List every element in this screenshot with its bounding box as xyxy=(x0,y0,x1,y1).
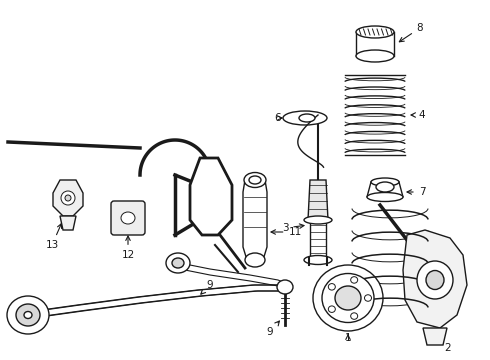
Polygon shape xyxy=(423,328,447,345)
Ellipse shape xyxy=(371,178,399,186)
Text: 8: 8 xyxy=(399,23,423,42)
Text: 11: 11 xyxy=(271,227,302,237)
Text: 1: 1 xyxy=(344,333,351,343)
Ellipse shape xyxy=(313,265,383,331)
Ellipse shape xyxy=(283,111,327,125)
Ellipse shape xyxy=(61,191,75,205)
Text: 3: 3 xyxy=(282,223,304,233)
Ellipse shape xyxy=(351,313,358,319)
Text: 10: 10 xyxy=(211,173,228,188)
Polygon shape xyxy=(53,180,83,216)
Ellipse shape xyxy=(244,172,266,188)
Text: 9: 9 xyxy=(267,321,279,337)
Polygon shape xyxy=(308,180,328,220)
Ellipse shape xyxy=(426,270,444,289)
Ellipse shape xyxy=(335,286,361,310)
Text: 4: 4 xyxy=(411,110,425,120)
Ellipse shape xyxy=(322,274,374,323)
Text: 9: 9 xyxy=(201,280,213,294)
Ellipse shape xyxy=(367,193,403,202)
Text: 6: 6 xyxy=(275,113,282,123)
Ellipse shape xyxy=(7,296,49,334)
Ellipse shape xyxy=(351,277,358,283)
Ellipse shape xyxy=(65,195,71,201)
Ellipse shape xyxy=(166,253,190,273)
Polygon shape xyxy=(243,180,267,260)
Ellipse shape xyxy=(304,216,332,224)
Ellipse shape xyxy=(16,304,40,326)
Ellipse shape xyxy=(121,212,135,224)
Text: 12: 12 xyxy=(122,236,135,260)
Text: 7: 7 xyxy=(407,187,425,197)
Ellipse shape xyxy=(365,295,371,301)
Polygon shape xyxy=(403,230,467,328)
Ellipse shape xyxy=(277,280,293,294)
Polygon shape xyxy=(60,216,76,230)
Ellipse shape xyxy=(299,114,315,122)
Ellipse shape xyxy=(245,253,265,267)
FancyBboxPatch shape xyxy=(111,201,145,235)
Ellipse shape xyxy=(172,258,184,268)
Polygon shape xyxy=(367,182,403,197)
Ellipse shape xyxy=(356,50,394,62)
Ellipse shape xyxy=(24,311,32,319)
Ellipse shape xyxy=(356,26,394,38)
Ellipse shape xyxy=(376,182,394,192)
Text: 13: 13 xyxy=(46,224,62,250)
Text: 2: 2 xyxy=(441,332,451,353)
Ellipse shape xyxy=(328,284,335,290)
Ellipse shape xyxy=(304,256,332,265)
Ellipse shape xyxy=(328,306,335,312)
Polygon shape xyxy=(190,158,232,235)
Ellipse shape xyxy=(417,261,453,299)
Ellipse shape xyxy=(249,176,261,184)
Text: 5: 5 xyxy=(432,260,439,270)
